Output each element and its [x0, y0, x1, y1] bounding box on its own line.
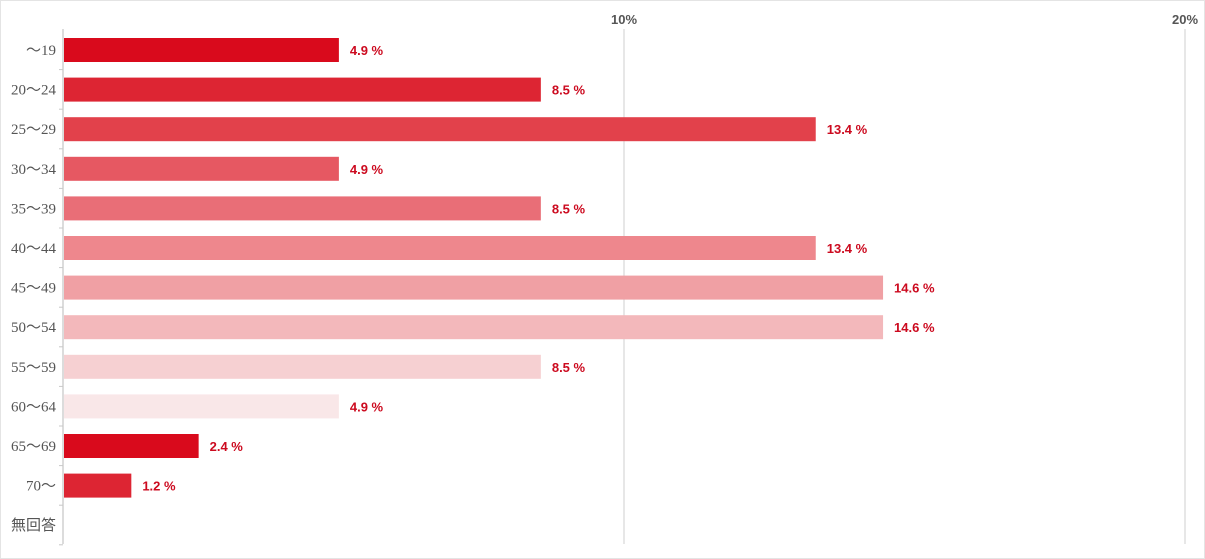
data-label-7: 14.6 %: [894, 320, 935, 335]
x-axis-ticks: 10% 20%: [611, 12, 1198, 27]
data-label-2: 13.4 %: [827, 122, 868, 137]
y-label-1: 20〜24: [11, 83, 57, 99]
bar-2: [64, 117, 816, 142]
data-label-0: 4.9 %: [350, 43, 384, 58]
bar-0: [64, 38, 339, 62]
data-label-4: 8.5 %: [552, 201, 586, 216]
data-label-10: 2.4 %: [210, 439, 244, 454]
bar-9: [64, 394, 339, 419]
x-tick-label-20: 20%: [1172, 12, 1198, 27]
bar-6: [64, 275, 884, 300]
data-label-9: 4.9 %: [350, 399, 384, 414]
y-label-0: 〜19: [26, 43, 56, 59]
y-label-3: 30〜34: [11, 162, 57, 178]
bar-1: [64, 77, 541, 102]
bars: [64, 38, 884, 498]
y-label-2: 25〜29: [11, 122, 56, 138]
y-label-4: 35〜39: [11, 201, 56, 217]
bar-3: [64, 156, 339, 181]
y-label-7: 50〜54: [11, 320, 57, 336]
data-labels: 4.9 % 8.5 % 13.4 % 4.9 % 8.5 % 13.4 % 14.6 % 14…: [142, 43, 935, 494]
bar-7: [64, 315, 884, 340]
bar-10: [64, 434, 199, 458]
x-tick-label-10: 10%: [611, 12, 637, 27]
data-label-5: 13.4 %: [827, 241, 868, 256]
bar-11: [64, 473, 132, 498]
y-label-11: 70〜: [26, 479, 56, 495]
y-label-10: 65〜69: [11, 439, 56, 455]
y-axis: [59, 29, 64, 546]
y-label-5: 40〜44: [11, 241, 57, 257]
y-label-9: 60〜64: [11, 399, 57, 415]
data-label-6: 14.6 %: [894, 281, 935, 296]
data-label-11: 1.2 %: [142, 479, 176, 494]
y-label-6: 45〜49: [11, 281, 56, 297]
bar-4: [64, 196, 541, 221]
data-label-3: 4.9 %: [350, 162, 384, 177]
bar-8: [64, 354, 541, 379]
bar-5: [64, 236, 816, 260]
y-label-8: 55〜59: [11, 360, 56, 376]
y-label-12: 無回答: [11, 517, 56, 534]
data-label-8: 8.5 %: [552, 360, 586, 375]
y-axis-labels: 〜19 20〜24 25〜29 30〜34 35〜39 40〜44 45〜49 50〜54 55…: [11, 43, 57, 534]
data-label-1: 8.5 %: [552, 83, 586, 98]
